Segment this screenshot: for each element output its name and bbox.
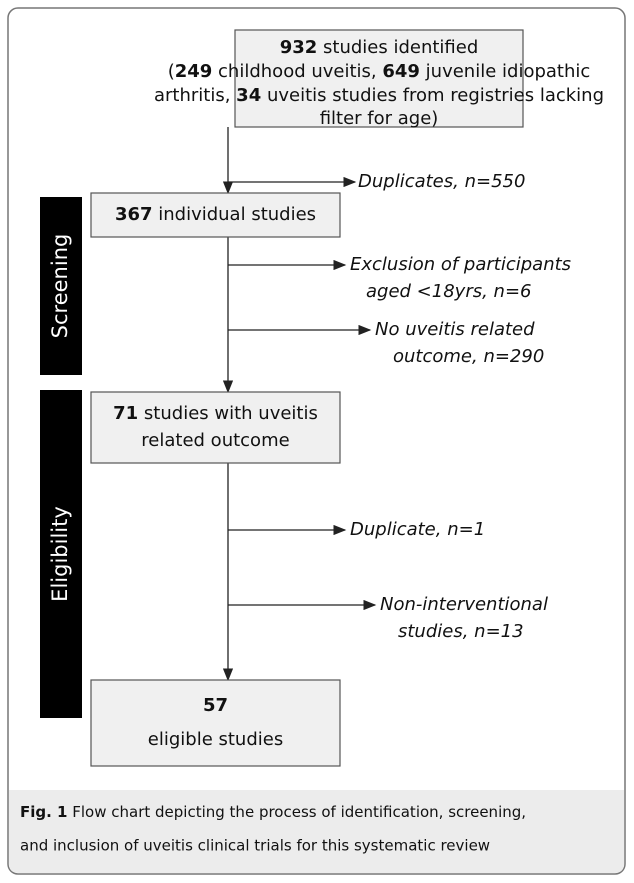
text-run: 367 <box>115 204 153 225</box>
box-text: 57 <box>203 695 228 716</box>
caption-label: Fig. 1 <box>20 803 67 821</box>
caption-bg <box>9 790 624 873</box>
stage-label: Screening <box>48 234 72 339</box>
text-run: studies identified <box>317 37 478 58</box>
text-run: 57 <box>203 695 228 716</box>
stage-bar <box>40 197 82 375</box>
process-box <box>234 29 524 128</box>
exclusion-text: outcome, n=290 <box>393 346 544 367</box>
text-run: individual studies <box>153 204 317 225</box>
text-run: related outcome <box>141 430 289 451</box>
text-run: 34 <box>236 85 261 106</box>
exclusion-text: Exclusion of participants <box>350 254 571 275</box>
stage-label: Eligibility <box>48 506 72 602</box>
text-run: 71 <box>113 403 138 424</box>
process-box <box>90 679 341 767</box>
text-run: childhood uveitis, <box>212 61 382 82</box>
exclusion-text: Non-interventional <box>380 594 548 615</box>
exclusion-text: Duplicates, n=550 <box>358 171 525 192</box>
text-run: studies with uveitis <box>138 403 318 424</box>
text-run: 932 <box>280 37 318 58</box>
text-run: juvenile idiopathic <box>420 61 590 82</box>
caption: and inclusion of uveitis clinical trials… <box>20 837 490 855</box>
exclusion-text: aged <18yrs, n=6 <box>366 281 531 302</box>
box-text: eligible studies <box>148 729 283 750</box>
box-text: (249 childhood uveitis, 649 juvenile idi… <box>168 61 591 82</box>
exclusion-text: studies, n=13 <box>398 621 524 642</box>
text-run: filter for age) <box>320 108 439 129</box>
exclusion-text: No uveitis related <box>375 319 535 340</box>
caption: Fig. 1 Flow chart depicting the process … <box>20 803 526 821</box>
box-text: 71 studies with uveitis <box>113 403 318 424</box>
process-box <box>90 391 341 464</box>
text-run: 249 <box>175 61 213 82</box>
stage-bar <box>40 390 82 718</box>
exclusion-text: Duplicate, n=1 <box>350 519 485 540</box>
text-run: arthritis, <box>154 85 236 106</box>
box-text: 367 individual studies <box>115 204 316 225</box>
text-run: 649 <box>382 61 420 82</box>
text-run: uveitis studies from registries lacking <box>261 85 604 106</box>
text-run: eligible studies <box>148 729 283 750</box>
box-text: filter for age) <box>320 108 439 129</box>
caption-text: Flow chart depicting the process of iden… <box>67 803 526 821</box>
box-text: 932 studies identified <box>280 37 479 58</box>
process-box <box>90 192 341 238</box>
text-run: ( <box>168 61 175 82</box>
box-text: related outcome <box>141 430 289 451</box>
box-text: arthritis, 34 uveitis studies from regis… <box>154 85 604 106</box>
